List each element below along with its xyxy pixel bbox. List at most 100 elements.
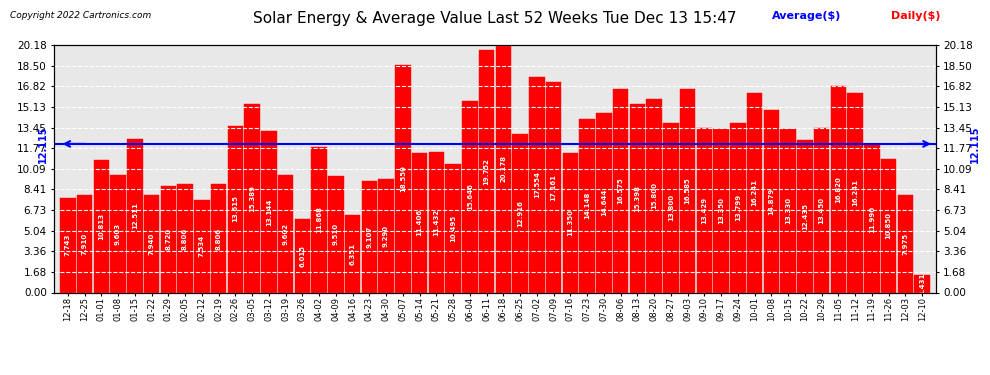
Bar: [378, 178, 394, 292]
Text: 7.743: 7.743: [65, 234, 71, 256]
Bar: [663, 123, 678, 292]
Text: 10.850: 10.850: [886, 213, 892, 240]
Text: 16.585: 16.585: [685, 177, 691, 204]
Bar: [697, 128, 712, 292]
Text: 12.115: 12.115: [970, 125, 980, 163]
Text: 14.148: 14.148: [584, 192, 590, 219]
Bar: [278, 175, 293, 292]
Bar: [596, 113, 612, 292]
Text: 11.432: 11.432: [434, 209, 440, 236]
Text: Copyright 2022 Cartronics.com: Copyright 2022 Cartronics.com: [10, 11, 151, 20]
Bar: [496, 45, 511, 292]
Text: 6.015: 6.015: [299, 244, 305, 267]
Text: 12.115: 12.115: [38, 125, 48, 163]
Bar: [345, 214, 360, 292]
Bar: [479, 50, 494, 292]
Bar: [579, 119, 595, 292]
Text: 10.813: 10.813: [98, 213, 104, 240]
Bar: [714, 129, 729, 292]
Text: 13.429: 13.429: [701, 196, 708, 224]
Text: 14.879: 14.879: [768, 188, 774, 215]
Bar: [211, 184, 227, 292]
Bar: [562, 153, 578, 292]
Text: 11.406: 11.406: [417, 209, 423, 236]
Text: 16.241: 16.241: [751, 179, 757, 206]
Text: 20.178: 20.178: [500, 155, 506, 182]
Bar: [60, 198, 75, 292]
Text: 15.646: 15.646: [467, 183, 473, 210]
Text: 18.550: 18.550: [400, 165, 406, 192]
Text: 8.806: 8.806: [216, 227, 222, 249]
Text: 13.144: 13.144: [266, 198, 272, 226]
Bar: [780, 129, 796, 292]
Text: 13.800: 13.800: [668, 194, 674, 221]
Bar: [915, 275, 930, 292]
Bar: [127, 139, 143, 292]
Text: 16.575: 16.575: [618, 177, 624, 204]
Text: 7.910: 7.910: [81, 233, 87, 255]
Bar: [746, 93, 762, 292]
Text: 19.752: 19.752: [484, 158, 490, 185]
Text: 12.511: 12.511: [132, 202, 138, 229]
Text: 9.603: 9.603: [115, 222, 121, 245]
Bar: [177, 184, 193, 292]
Text: 17.554: 17.554: [534, 171, 540, 198]
Text: 15.800: 15.800: [651, 182, 657, 209]
Text: 1.431: 1.431: [919, 273, 925, 295]
Bar: [530, 77, 544, 292]
Bar: [261, 131, 276, 292]
Text: 7.534: 7.534: [199, 235, 205, 257]
Bar: [814, 128, 830, 292]
Text: 14.644: 14.644: [601, 189, 607, 216]
Bar: [295, 219, 310, 292]
Text: 17.161: 17.161: [550, 174, 556, 201]
Bar: [881, 159, 896, 292]
Text: 11.868: 11.868: [316, 206, 322, 233]
Text: 12.435: 12.435: [802, 203, 808, 230]
Text: 13.615: 13.615: [233, 196, 239, 222]
Text: 7.975: 7.975: [903, 232, 909, 255]
Text: 16.820: 16.820: [836, 176, 842, 203]
Text: 15.389: 15.389: [249, 184, 255, 211]
Bar: [245, 104, 259, 292]
Bar: [160, 186, 176, 292]
Bar: [731, 123, 745, 292]
Text: Average($): Average($): [772, 11, 842, 21]
Bar: [513, 134, 528, 292]
Bar: [831, 86, 846, 292]
Text: 16.241: 16.241: [852, 179, 858, 206]
Text: 9.290: 9.290: [383, 225, 389, 247]
Bar: [847, 93, 863, 292]
Bar: [228, 126, 244, 292]
Text: Daily($): Daily($): [891, 11, 940, 21]
Text: 7.940: 7.940: [148, 232, 154, 255]
Bar: [462, 100, 477, 292]
Text: 11.350: 11.350: [567, 209, 573, 236]
Bar: [545, 82, 561, 292]
Bar: [77, 195, 92, 292]
Text: 11.990: 11.990: [869, 206, 875, 232]
Text: 10.495: 10.495: [450, 214, 456, 242]
Text: 13.350: 13.350: [718, 197, 724, 224]
Bar: [613, 89, 629, 292]
Text: 6.351: 6.351: [349, 243, 355, 264]
Bar: [94, 160, 109, 292]
Bar: [864, 146, 879, 292]
Bar: [630, 104, 645, 292]
Bar: [797, 140, 813, 292]
Bar: [328, 176, 344, 292]
Text: 8.720: 8.720: [165, 228, 171, 250]
Text: 12.916: 12.916: [517, 200, 523, 227]
Text: 9.602: 9.602: [282, 223, 289, 245]
Bar: [763, 110, 779, 292]
Bar: [412, 153, 428, 292]
Text: 9.107: 9.107: [366, 225, 372, 248]
Bar: [361, 181, 377, 292]
Text: 8.806: 8.806: [182, 227, 188, 249]
Bar: [898, 195, 913, 292]
Bar: [446, 164, 460, 292]
Text: Solar Energy & Average Value Last 52 Weeks Tue Dec 13 15:47: Solar Energy & Average Value Last 52 Wee…: [253, 11, 737, 26]
Bar: [144, 195, 159, 292]
Text: 13.799: 13.799: [735, 194, 741, 222]
Text: 9.510: 9.510: [333, 223, 339, 245]
